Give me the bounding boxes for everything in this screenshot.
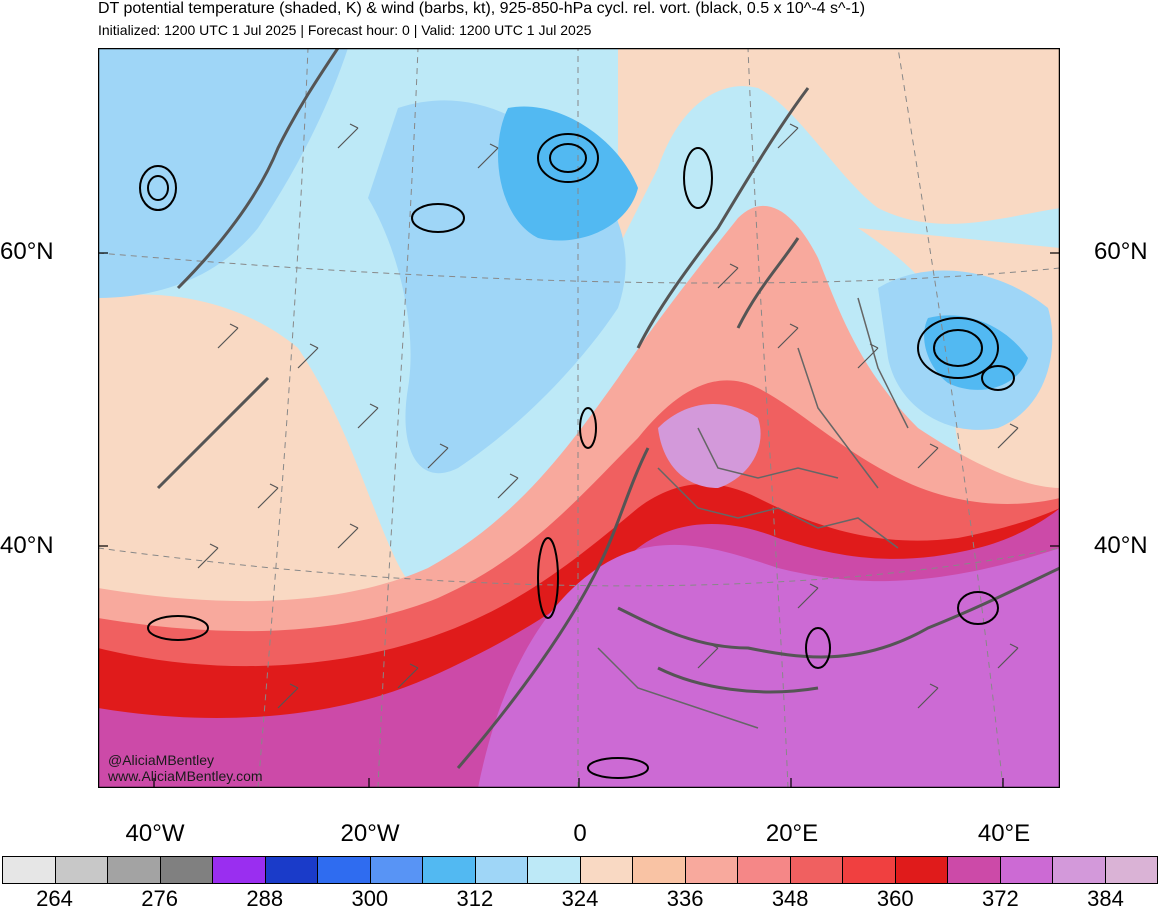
shading-blue-greenland [98, 48, 348, 298]
colorbar-swatch [528, 857, 581, 883]
graticule [98, 48, 1060, 788]
lat-label-40n-right: 40°N [1094, 532, 1148, 559]
colorbar-swatch [370, 857, 423, 883]
colorbar-swatch [895, 857, 948, 883]
credit-website: www.AliciaMBentley.com [108, 768, 263, 784]
colorbar-swatch [265, 857, 318, 883]
lat-label-60n-left: 60°N [0, 238, 54, 265]
colorbar [2, 856, 1158, 884]
colorbar-label: 300 [351, 886, 389, 911]
colorbar-swatch [108, 857, 161, 883]
colorbar-swatch [475, 857, 528, 883]
lat-label-60n-right: 60°N [1094, 238, 1148, 265]
colorbar-swatch [3, 857, 56, 883]
vorticity-contours [139, 133, 1015, 779]
colorbar-swatch [318, 857, 371, 883]
colorbar-label: 324 [561, 886, 599, 911]
shading-violet [478, 544, 1060, 788]
colorbar-label: 288 [246, 886, 284, 911]
colorbar-swatch [55, 857, 108, 883]
colorbar-label: 372 [982, 886, 1019, 911]
lon-label-40e: 40°E [977, 820, 1031, 847]
coastlines [156, 48, 1060, 769]
credit-handle: @AliciaMBentley [108, 752, 215, 768]
colorbar-swatch [213, 857, 266, 883]
lon-label-20w: 20°W [340, 820, 400, 847]
colorbar-label: 348 [771, 886, 809, 911]
lat-label-40n-left: 40°N [0, 532, 54, 559]
colorbar-label: 384 [1087, 886, 1124, 911]
colorbar-swatch [1053, 857, 1106, 883]
colorbar-label: 360 [876, 886, 914, 911]
colorbar-swatch [738, 857, 791, 883]
lon-label-40w: 40°W [125, 820, 185, 847]
colorbar-label: 336 [666, 886, 704, 911]
wind-barbs [197, 123, 1019, 709]
colorbar-swatch [423, 857, 476, 883]
tick-marks [98, 252, 1060, 788]
colorbar-swatch [790, 857, 843, 883]
shading-deep-blue-atl [498, 106, 638, 241]
chart-subtitle: Initialized: 1200 UTC 1 Jul 2025 | Forec… [98, 22, 592, 38]
lon-label-20e: 20°E [765, 820, 819, 847]
colorbar-label: 276 [141, 886, 178, 911]
colorbar-swatch [1000, 857, 1053, 883]
chart-title: DT potential temperature (shaded, K) & w… [98, 0, 866, 17]
colorbar-swatch [580, 857, 633, 883]
shading-peach-north [618, 48, 1060, 248]
country-borders [597, 297, 909, 729]
colorbar-swatch [948, 857, 1001, 883]
colorbar-swatch [685, 857, 738, 883]
colorbar-swatch [843, 857, 896, 883]
map-panel [98, 48, 1060, 788]
colorbar-label: 264 [36, 886, 73, 911]
shading-deep-blue-russia [924, 315, 1028, 390]
lon-label-0: 0 [573, 820, 587, 847]
shading-lavender-alps [658, 404, 761, 488]
colorbar-swatch [160, 857, 213, 883]
colorbar-swatch [633, 857, 686, 883]
colorbar-label: 312 [456, 886, 494, 911]
colorbar-swatch [1105, 857, 1157, 883]
